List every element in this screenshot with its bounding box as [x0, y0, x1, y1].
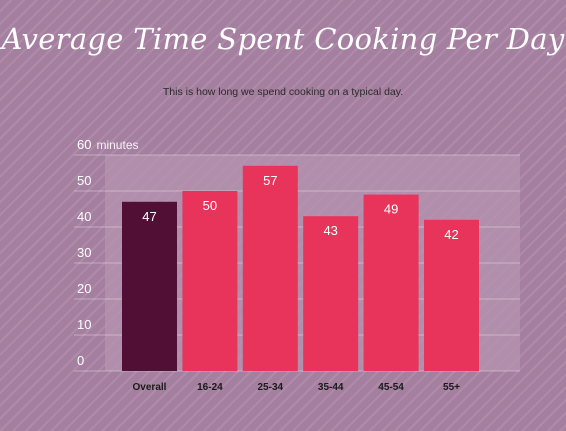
data-label: 50 — [203, 198, 217, 213]
y-tick-label: 40 — [77, 209, 91, 224]
data-labels: 47 50 57 43 49 42 — [142, 173, 458, 242]
data-label: 47 — [142, 209, 156, 224]
y-tick-label: 60 minutes — [77, 137, 139, 152]
bar-25-34 — [242, 165, 298, 371]
bar-overall — [122, 201, 177, 371]
bar-45-54 — [363, 194, 419, 371]
y-tick-label: 0 — [77, 353, 84, 368]
data-label: 49 — [384, 202, 398, 217]
y-unit-label: minutes — [96, 138, 138, 152]
x-tick-label: 35-44 — [318, 382, 344, 393]
x-tick-label: 25-34 — [258, 382, 284, 393]
x-tick-label: 55+ — [443, 382, 460, 393]
y-tick-label: 10 — [77, 317, 91, 332]
x-axis-labels: Overall 16-24 25-34 35-44 45-54 55+ — [133, 382, 461, 393]
x-tick-label: 45-54 — [378, 382, 404, 393]
x-tick-label: Overall — [133, 382, 167, 393]
chart-title: Average Time Spent Cooking Per Day — [1, 22, 565, 56]
bar-35-44 — [303, 216, 359, 371]
bars — [122, 165, 479, 371]
bar-55- — [424, 219, 479, 371]
data-label: 42 — [444, 227, 458, 242]
y-tick-label: 30 — [77, 245, 91, 260]
y-tick-label: 20 — [77, 281, 91, 296]
data-label: 43 — [323, 223, 337, 238]
chart-subtitle: This is how long we spend cooking on a t… — [162, 86, 404, 98]
bar-16-24 — [182, 191, 238, 371]
y-tick-label: 50 — [77, 173, 91, 188]
y-axis-labels: 0 10 20 30 40 50 60 minutes — [77, 137, 139, 368]
x-tick-label: 16-24 — [197, 382, 223, 393]
data-label: 57 — [263, 173, 277, 188]
